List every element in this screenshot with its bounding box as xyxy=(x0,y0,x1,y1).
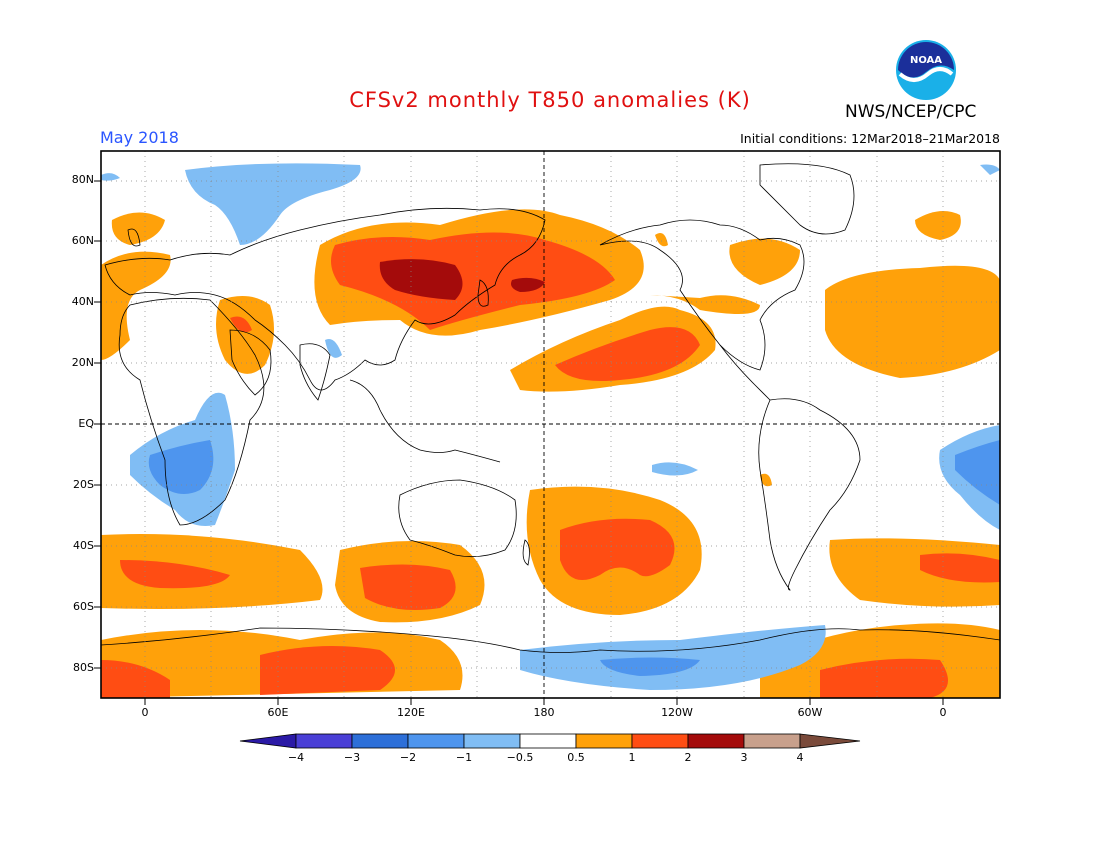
lat-label: 80N xyxy=(71,173,94,186)
forecast-month: May 2018 xyxy=(100,128,179,147)
lon-label: 0 xyxy=(939,706,947,719)
lon-label: 0 xyxy=(141,706,149,719)
colorbar-swatch xyxy=(351,733,409,749)
colorbar-label: −2 xyxy=(399,751,417,764)
lat-label: 20N xyxy=(71,356,94,369)
lat-label: 20S xyxy=(73,478,94,491)
lon-label: 120E xyxy=(397,706,425,719)
lat-label: 40N xyxy=(71,295,94,308)
colorbar-label: −1 xyxy=(455,751,473,764)
lat-label: 60S xyxy=(73,600,94,613)
lon-label: 120W xyxy=(661,706,693,719)
anomaly-positive-strong xyxy=(379,259,545,300)
lat-label: 60N xyxy=(71,234,94,247)
colorbar-swatch xyxy=(743,733,801,749)
colorbar-label: 4 xyxy=(796,751,804,764)
map-field xyxy=(101,151,1000,698)
colorbar-swatch xyxy=(463,733,521,749)
graticule xyxy=(101,151,1000,698)
anomaly-negative-moderate xyxy=(148,440,1000,676)
lat-label: 80S xyxy=(73,661,94,674)
lat-label: EQ xyxy=(78,417,94,430)
lon-label: 60W xyxy=(797,706,823,719)
colorbar-label: −4 xyxy=(287,751,305,764)
lon-label: 60E xyxy=(267,706,289,719)
chart-title: CFSv2 monthly T850 anomalies (K) xyxy=(349,88,751,112)
lon-label: 180 xyxy=(533,706,555,719)
colorbar-label: 3 xyxy=(740,751,748,764)
coastlines xyxy=(101,163,1000,653)
colorbar-label: 2 xyxy=(684,751,692,764)
colorbar xyxy=(239,733,861,749)
colorbar-label: 0.5 xyxy=(567,751,585,764)
colorbar-swatch xyxy=(407,733,465,749)
colorbar-swatch-max xyxy=(799,733,861,749)
equator-dateline xyxy=(101,151,1000,698)
lat-label: 40S xyxy=(73,539,94,552)
agency-label: NWS/NCEP/CPC xyxy=(845,102,977,122)
colorbar-swatch xyxy=(519,733,577,749)
colorbar-swatch xyxy=(575,733,633,749)
noaa-logo: NOAA xyxy=(896,40,956,100)
colorbar-label: −3 xyxy=(343,751,361,764)
colorbar-swatch-min xyxy=(239,733,297,749)
colorbar-label: 1 xyxy=(628,751,636,764)
initial-conditions: Initial conditions: 12Mar2018–21Mar2018 xyxy=(740,131,1000,146)
colorbar-swatch xyxy=(631,733,689,749)
colorbar-swatch xyxy=(687,733,745,749)
axis-ticks xyxy=(94,180,944,705)
colorbar-swatch xyxy=(295,733,353,749)
colorbar-label: −0.5 xyxy=(506,751,534,764)
logo-text: NOAA xyxy=(910,55,942,66)
